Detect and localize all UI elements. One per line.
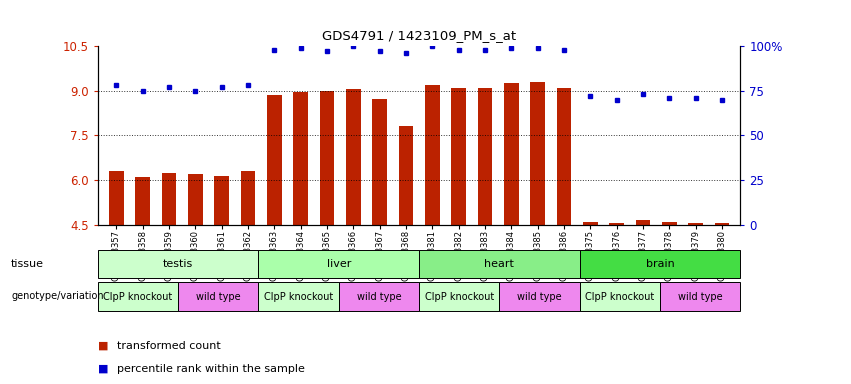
Bar [609, 223, 624, 225]
Bar [259, 250, 420, 278]
Bar [399, 126, 414, 225]
Text: ClpP knockout: ClpP knockout [425, 291, 494, 302]
Bar [178, 282, 259, 311]
Text: ■: ■ [98, 364, 108, 374]
Text: wild type: wild type [196, 291, 241, 302]
Bar [373, 99, 387, 225]
Bar [580, 282, 660, 311]
Text: genotype/variation: genotype/variation [11, 291, 104, 301]
Bar [109, 171, 123, 225]
Bar [580, 250, 740, 278]
Bar [715, 223, 729, 225]
Text: ClpP knockout: ClpP knockout [104, 291, 173, 302]
Bar [500, 282, 580, 311]
Bar [346, 89, 361, 225]
Bar [259, 282, 339, 311]
Bar [267, 95, 282, 225]
Text: wild type: wild type [678, 291, 722, 302]
Bar [477, 88, 492, 225]
Bar [636, 220, 650, 225]
Bar [294, 92, 308, 225]
Text: wild type: wild type [357, 291, 402, 302]
Title: GDS4791 / 1423109_PM_s_at: GDS4791 / 1423109_PM_s_at [322, 29, 517, 42]
Text: ClpP knockout: ClpP knockout [585, 291, 654, 302]
Bar [583, 222, 597, 225]
Text: ClpP knockout: ClpP knockout [264, 291, 334, 302]
Text: ■: ■ [98, 341, 108, 351]
Bar [530, 82, 545, 225]
Bar [662, 222, 677, 225]
Bar [504, 83, 518, 225]
Text: brain: brain [646, 259, 675, 269]
Bar [98, 250, 259, 278]
Bar [660, 282, 740, 311]
Bar [419, 282, 500, 311]
Text: transformed count: transformed count [117, 341, 220, 351]
Bar [135, 177, 150, 225]
Text: tissue: tissue [11, 259, 44, 269]
Bar [419, 250, 580, 278]
Bar [188, 174, 203, 225]
Bar [688, 223, 703, 225]
Text: liver: liver [327, 259, 351, 269]
Bar [162, 172, 176, 225]
Text: heart: heart [484, 259, 514, 269]
Bar [320, 91, 334, 225]
Text: testis: testis [163, 259, 193, 269]
Bar [557, 88, 571, 225]
Text: percentile rank within the sample: percentile rank within the sample [117, 364, 305, 374]
Bar [98, 282, 178, 311]
Bar [451, 88, 465, 225]
Bar [241, 171, 255, 225]
Bar [339, 282, 419, 311]
Text: wild type: wild type [517, 291, 562, 302]
Bar [214, 175, 229, 225]
Bar [425, 85, 439, 225]
